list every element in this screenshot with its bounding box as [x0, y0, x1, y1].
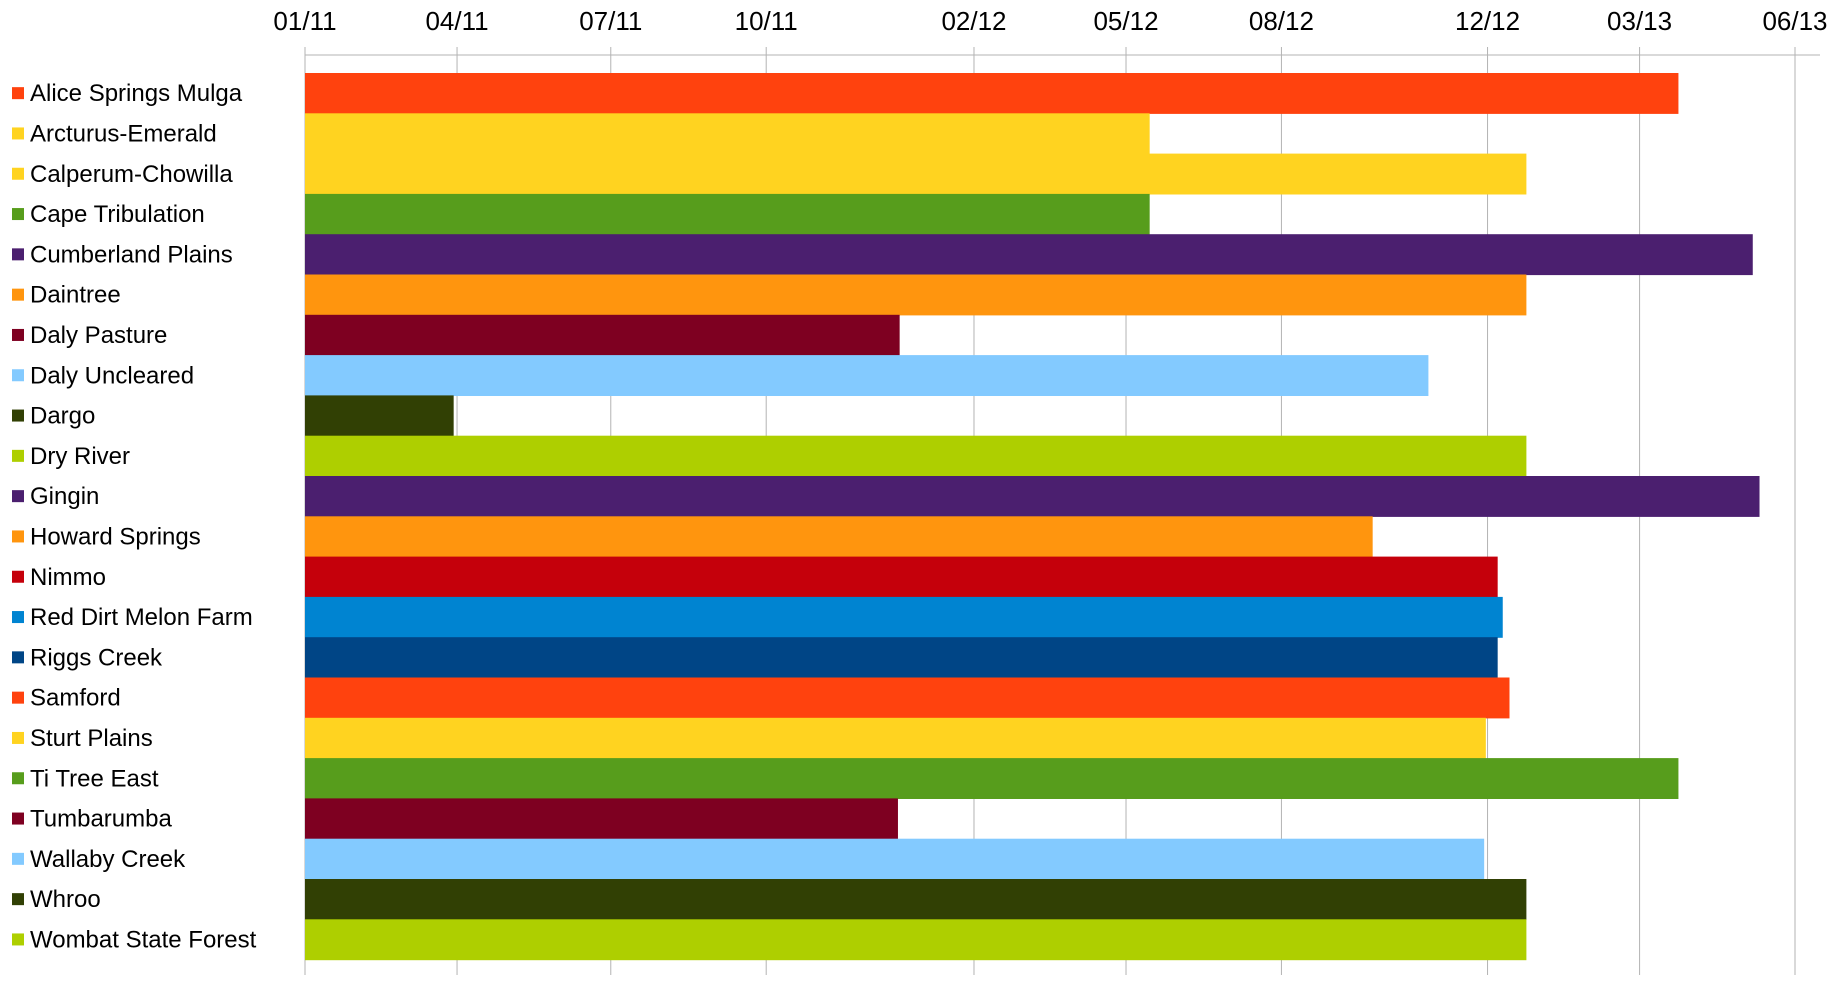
category-label: Riggs Creek	[30, 644, 163, 671]
x-tick-label: 05/12	[1093, 6, 1158, 36]
category-label: Daly Pasture	[30, 322, 167, 349]
bars	[305, 73, 1760, 961]
bar	[305, 113, 1150, 155]
legend-swatch	[12, 288, 24, 301]
x-tick-label: 12/12	[1455, 6, 1520, 36]
bar	[305, 717, 1486, 759]
x-tick-label: 06/13	[1762, 6, 1827, 36]
bar	[305, 234, 1753, 276]
bar	[305, 637, 1498, 679]
category-label: Alice Springs Mulga	[30, 80, 243, 107]
legend-swatch	[12, 449, 24, 462]
bar	[305, 838, 1485, 880]
bar	[305, 73, 1679, 114]
bar	[305, 193, 1150, 235]
category-label: Wallaby Creek	[30, 846, 186, 873]
category-label: Calperum-Chowilla	[30, 161, 233, 188]
legend-swatch	[12, 731, 24, 744]
category-labels: Alice Springs Mulga Arcturus-Emerald Calpe…	[12, 80, 257, 953]
legend-swatch	[12, 490, 24, 503]
legend-swatch	[12, 87, 24, 100]
x-tick-label: 01/11	[273, 6, 336, 36]
category-label: Wombat State Forest	[30, 926, 257, 953]
category-label: Howard Springs	[30, 523, 201, 550]
bar	[305, 556, 1498, 598]
x-tick-label: 07/11	[579, 6, 642, 36]
x-tick-label: 02/12	[941, 6, 1006, 36]
category-label: Nimmo	[30, 564, 106, 591]
category-label: Daintree	[30, 282, 121, 309]
legend-swatch	[12, 208, 24, 221]
category-label: Cumberland Plains	[30, 241, 233, 268]
bar	[305, 879, 1527, 920]
category-label: Samford	[30, 685, 121, 712]
x-tick-label: 10/11	[735, 6, 798, 36]
bar	[305, 758, 1679, 799]
legend-swatch	[12, 328, 24, 341]
bar	[305, 476, 1760, 517]
bar	[305, 435, 1527, 477]
category-label: Dry River	[30, 443, 130, 470]
legend-swatch	[12, 933, 24, 946]
category-label: Dargo	[30, 403, 95, 430]
legend-swatch	[12, 369, 24, 382]
category-label: Red Dirt Melon Farm	[30, 604, 253, 631]
legend-swatch	[12, 812, 24, 825]
category-label: Gingin	[30, 483, 99, 510]
x-tick-label: 04/11	[425, 6, 488, 36]
bar	[305, 798, 898, 840]
category-label: Tumbarumba	[30, 806, 172, 833]
bar	[305, 153, 1527, 195]
legend-swatch	[12, 772, 24, 785]
legend-swatch	[12, 248, 24, 261]
bar	[305, 919, 1527, 961]
x-tick-label: 03/13	[1607, 6, 1672, 36]
legend-swatch	[12, 167, 24, 180]
x-axis: 01/11 04/11 07/11 10/11 02/12 05/12 08/12 12/12…	[273, 6, 1828, 56]
bar	[305, 314, 900, 356]
bar	[305, 355, 1429, 396]
legend-swatch	[12, 852, 24, 865]
category-label: Sturt Plains	[30, 725, 153, 752]
legend-swatch	[12, 570, 24, 583]
legend-swatch	[12, 530, 24, 543]
category-label: Cape Tribulation	[30, 201, 205, 228]
legend-swatch	[12, 893, 24, 906]
category-label: Ti Tree East	[30, 765, 159, 792]
bar	[305, 274, 1527, 316]
category-label: Whroo	[30, 886, 101, 913]
bar	[305, 516, 1373, 558]
bar	[305, 677, 1510, 719]
legend-swatch	[12, 651, 24, 664]
legend-swatch	[12, 409, 24, 422]
x-tick-label: 08/12	[1249, 6, 1314, 36]
legend-swatch	[12, 127, 24, 140]
category-label: Arcturus-Emerald	[30, 120, 217, 147]
category-label: Daly Uncleared	[30, 362, 194, 389]
bar	[305, 596, 1503, 638]
bar	[305, 395, 454, 437]
legend-swatch	[12, 611, 24, 624]
legend-swatch	[12, 691, 24, 704]
